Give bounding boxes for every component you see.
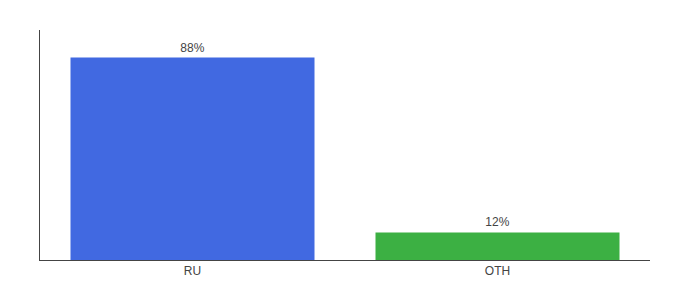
svg-text:RU: RU: [184, 264, 201, 278]
svg-text:12%: 12%: [485, 215, 509, 229]
svg-text:88%: 88%: [180, 41, 204, 55]
svg-text:OTH: OTH: [485, 264, 510, 278]
